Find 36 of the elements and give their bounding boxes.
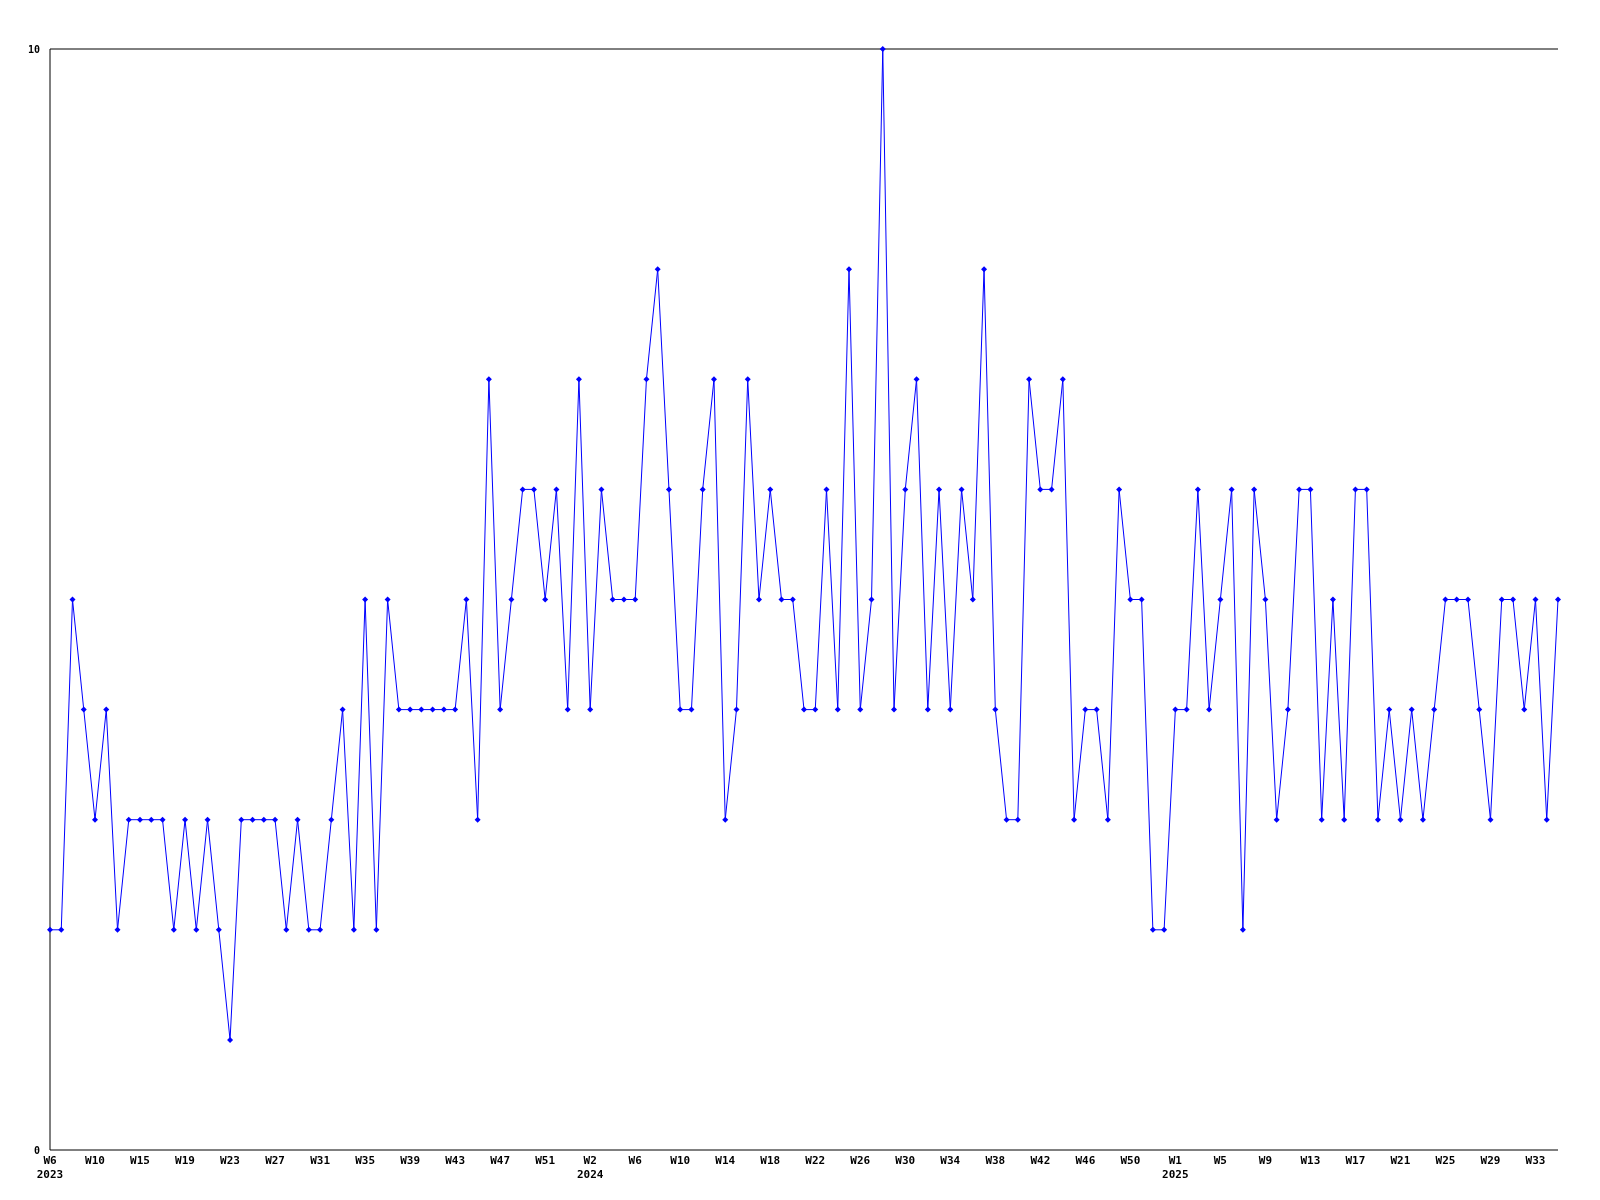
x-tick-label: W6	[628, 1154, 643, 1167]
x-tick-label: W15	[130, 1154, 150, 1167]
x-tick-label: W50	[1120, 1154, 1141, 1167]
x-tick-label: W51	[535, 1154, 556, 1167]
x-tick-label: W10	[670, 1154, 691, 1167]
x-tick-label: W14	[715, 1154, 736, 1167]
x-tick-label: W5	[1213, 1154, 1228, 1167]
x-tick-label: W10	[85, 1154, 105, 1167]
x-tick-label: W17	[1345, 1154, 1366, 1167]
x-tick-label: W19	[175, 1154, 195, 1167]
x-tick-label: W23	[220, 1154, 240, 1167]
x-tick-label: W26	[850, 1154, 871, 1167]
x-tick-label: W1 2025	[1162, 1154, 1189, 1181]
x-tick-label: W30	[895, 1154, 916, 1167]
x-tick-label: W13	[1300, 1154, 1321, 1167]
x-tick-label: W9	[1258, 1154, 1273, 1167]
x-tick-label: W47	[490, 1154, 511, 1167]
x-tick-label: W33	[1525, 1154, 1546, 1167]
x-tick-label: W2 2024	[576, 1154, 604, 1181]
x-tick-label: W31	[310, 1154, 331, 1167]
x-tick-label: W39	[400, 1154, 421, 1167]
x-tick-label: W46	[1075, 1154, 1096, 1167]
x-tick-label: W25	[1435, 1154, 1456, 1167]
x-tick-label: W43	[445, 1154, 466, 1167]
x-tick-label: W38	[985, 1154, 1006, 1167]
y-tick-label: 0	[33, 1144, 40, 1156]
x-tick-label: W21	[1390, 1154, 1411, 1167]
x-tick-label: W6 2023	[36, 1154, 64, 1181]
x-tick-label: W42	[1030, 1154, 1051, 1167]
x-tick-label: W35	[355, 1154, 376, 1167]
x-tick-label: W18	[760, 1154, 781, 1167]
x-tick-label: W22	[805, 1154, 826, 1167]
x-tick-label: W29	[1480, 1154, 1501, 1167]
y-tick-label: 10	[27, 43, 40, 55]
x-tick-label: W27	[265, 1154, 286, 1167]
x-tick-label: W34	[940, 1154, 961, 1167]
